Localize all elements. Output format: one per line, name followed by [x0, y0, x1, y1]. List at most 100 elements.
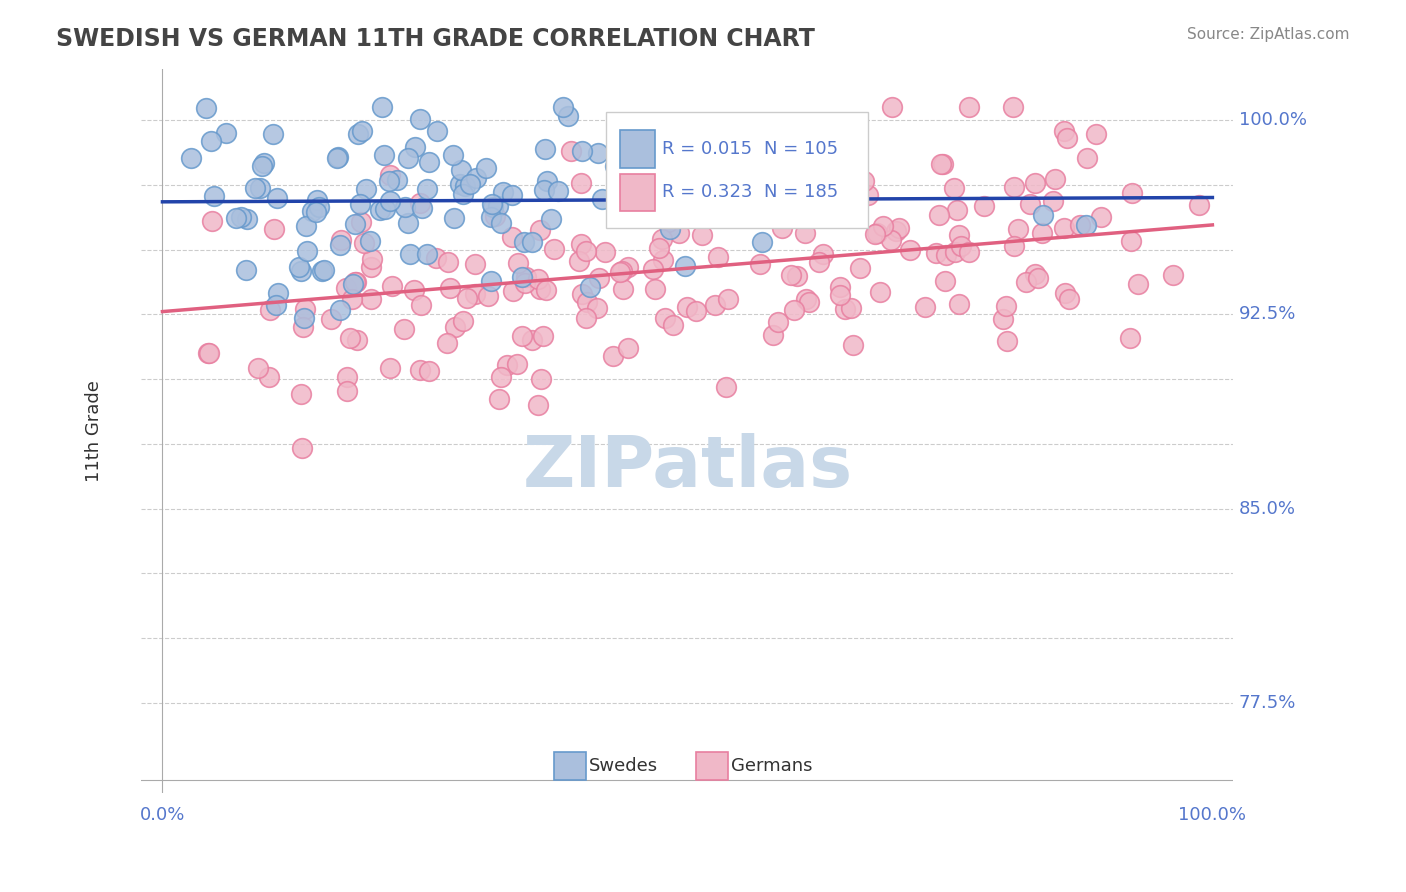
- Point: [929, 156, 952, 170]
- Point: [591, 192, 613, 206]
- Point: [842, 209, 865, 223]
- Point: [436, 335, 458, 350]
- Point: [250, 159, 273, 173]
- Point: [575, 310, 598, 325]
- Text: ZIPatlas: ZIPatlas: [523, 433, 852, 501]
- Point: [623, 210, 645, 224]
- Point: [197, 346, 219, 360]
- FancyBboxPatch shape: [620, 174, 655, 211]
- Point: [392, 322, 415, 336]
- Point: [658, 219, 681, 234]
- Point: [264, 297, 287, 311]
- Point: [531, 328, 554, 343]
- Point: [661, 318, 683, 333]
- Point: [995, 334, 1018, 348]
- Point: [834, 301, 856, 316]
- Point: [571, 287, 593, 301]
- Point: [924, 246, 946, 260]
- Point: [225, 211, 247, 226]
- Point: [288, 260, 311, 274]
- Point: [568, 253, 591, 268]
- Point: [898, 243, 921, 257]
- Point: [707, 250, 730, 264]
- Point: [488, 392, 510, 406]
- Point: [682, 121, 704, 136]
- Text: SWEDISH VS GERMAN 11TH GRADE CORRELATION CHART: SWEDISH VS GERMAN 11TH GRADE CORRELATION…: [56, 27, 815, 51]
- Text: R = 0.015: R = 0.015: [662, 140, 752, 158]
- Point: [654, 311, 676, 326]
- Point: [644, 282, 666, 296]
- Point: [501, 230, 523, 244]
- Point: [329, 233, 352, 247]
- Point: [329, 238, 352, 252]
- Point: [880, 233, 903, 247]
- Point: [1002, 238, 1025, 252]
- Point: [360, 252, 382, 266]
- Point: [513, 235, 536, 249]
- Point: [346, 333, 368, 347]
- FancyBboxPatch shape: [620, 130, 655, 168]
- Point: [262, 127, 284, 141]
- Point: [344, 217, 367, 231]
- Point: [934, 274, 956, 288]
- Point: [547, 184, 569, 198]
- Point: [482, 200, 505, 214]
- Text: 85.0%: 85.0%: [1239, 500, 1296, 517]
- Point: [659, 161, 682, 175]
- Point: [1056, 130, 1078, 145]
- Point: [215, 126, 238, 140]
- Point: [571, 144, 593, 158]
- Point: [609, 265, 631, 279]
- Point: [336, 384, 359, 398]
- Point: [1057, 292, 1080, 306]
- Point: [1031, 227, 1053, 241]
- Point: [1026, 271, 1049, 285]
- Point: [396, 151, 419, 165]
- Point: [1053, 221, 1076, 235]
- Point: [246, 361, 269, 376]
- Point: [751, 235, 773, 249]
- Point: [479, 274, 502, 288]
- Point: [502, 284, 524, 298]
- Point: [352, 124, 374, 138]
- Point: [678, 202, 700, 216]
- Point: [418, 154, 440, 169]
- Point: [409, 112, 432, 126]
- Point: [957, 244, 980, 259]
- Point: [849, 260, 872, 275]
- Point: [259, 369, 281, 384]
- Point: [344, 275, 367, 289]
- Point: [1188, 197, 1211, 211]
- Point: [799, 202, 821, 217]
- Point: [373, 148, 395, 162]
- Point: [659, 221, 682, 235]
- Point: [294, 302, 316, 317]
- Point: [266, 191, 288, 205]
- Point: [489, 216, 512, 230]
- Point: [477, 289, 499, 303]
- Point: [454, 179, 477, 194]
- Point: [235, 263, 257, 277]
- Point: [1042, 194, 1064, 208]
- Point: [394, 200, 416, 214]
- Text: R = 0.323: R = 0.323: [662, 184, 752, 202]
- Point: [495, 358, 517, 372]
- Point: [529, 223, 551, 237]
- Point: [648, 241, 671, 255]
- Point: [399, 247, 422, 261]
- Point: [349, 196, 371, 211]
- Point: [342, 277, 364, 291]
- Point: [1015, 275, 1038, 289]
- Point: [1019, 197, 1042, 211]
- Point: [1002, 180, 1025, 194]
- Point: [1002, 100, 1025, 114]
- Point: [426, 124, 449, 138]
- Point: [603, 159, 626, 173]
- Text: N = 185: N = 185: [763, 184, 838, 202]
- Point: [301, 203, 323, 218]
- Point: [371, 100, 394, 114]
- Point: [368, 202, 391, 217]
- Point: [623, 209, 645, 223]
- Point: [536, 174, 558, 188]
- Point: [1024, 176, 1046, 190]
